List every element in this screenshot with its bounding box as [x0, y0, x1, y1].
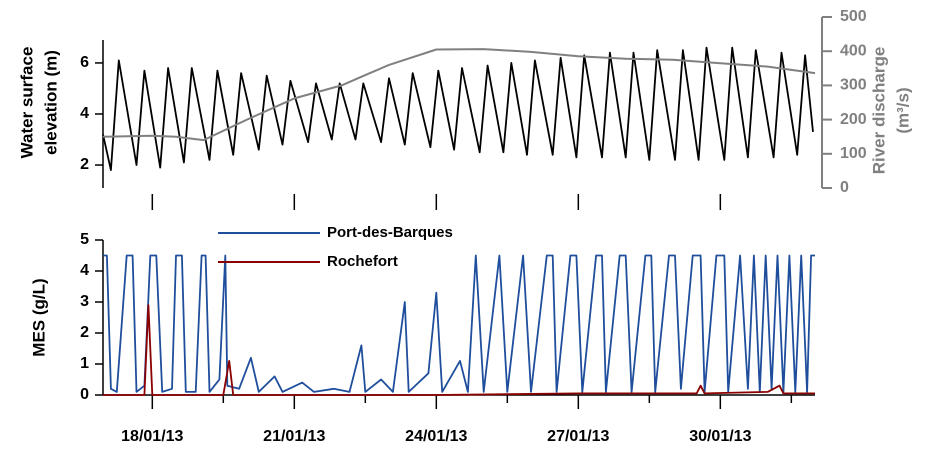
y-tick-label: 3: [80, 293, 89, 310]
y-tick-label: 1: [80, 355, 89, 372]
data-line: [102, 48, 816, 142]
y2-tick-label: 500: [840, 8, 867, 25]
y-axis-label: MES (g/L): [29, 278, 48, 356]
y2-tick-label: 0: [840, 179, 849, 196]
legend-label: Port-des-Barques: [327, 224, 453, 241]
y-tick-label: 2: [80, 324, 89, 341]
y-tick-label: 2: [80, 156, 89, 173]
y2-tick-label: 300: [840, 77, 867, 94]
data-line: [103, 254, 815, 393]
x-tick-label: 30/01/13: [689, 428, 751, 445]
data-line: [103, 304, 815, 396]
y2-tick-label: 400: [840, 42, 867, 59]
y-tick-label: 6: [80, 54, 89, 71]
x-tick-label: 24/01/13: [405, 428, 467, 445]
y2-axis-label: (m³/s): [893, 87, 912, 133]
y-tick-label: 0: [80, 386, 89, 403]
data-line: [102, 46, 814, 171]
x-tick-label: 21/01/13: [263, 428, 325, 445]
y-axis-label: Water surface: [17, 47, 36, 159]
y2-tick-label: 100: [840, 145, 867, 162]
y2-axis-label: River discharge: [869, 47, 888, 175]
y-tick-label: 4: [80, 262, 89, 279]
x-tick-label: 18/01/13: [121, 428, 183, 445]
legend-label: Rochefort: [327, 253, 398, 270]
y-tick-label: 4: [80, 105, 89, 122]
y-tick-label: 5: [80, 231, 89, 248]
x-tick-label: 27/01/13: [547, 428, 609, 445]
y2-tick-label: 200: [840, 111, 867, 128]
y-axis-label: elevation (m): [41, 50, 60, 155]
